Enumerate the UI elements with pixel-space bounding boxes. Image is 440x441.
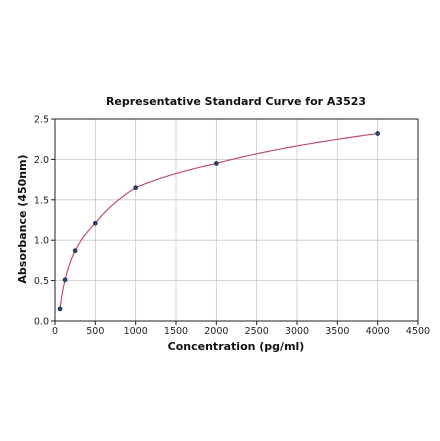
data-point [213,161,219,166]
x-tick-label: 500 [86,326,104,337]
data-point [72,248,78,254]
axis-ticks: 0 500 1000 1500 2000 2500 3000 3500 4000 4500 0.0 0… [34,115,430,338]
x-tick-label: 4000 [366,326,390,337]
x-tick-label: 3500 [325,326,349,337]
grid-lines [54,118,419,322]
y-tick-label: 1.5 [34,195,49,206]
y-tick-label: 2.0 [34,155,49,166]
y-tick-label: 1.0 [34,236,49,247]
data-point [92,220,98,226]
x-axis-label: Concentration (pg/ml) [168,340,305,353]
y-axis-label: Absorbance (450nm) [16,154,29,283]
plot-frame [54,118,419,322]
x-tick-label: 4500 [406,326,430,337]
x-tick-label: 1500 [164,326,188,337]
data-point [62,277,68,283]
fit-curve [59,132,378,309]
x-tick-label: 1000 [124,326,148,337]
chart-title: Representative Standard Curve for A3523 [106,95,366,108]
x-tick-label: 2000 [204,326,228,337]
fit-curve-layer [59,132,378,309]
x-tick-label: 2500 [245,326,269,337]
data-point [133,185,139,191]
data-points-layer [57,131,381,312]
y-tick-label: 0.0 [34,317,49,328]
data-point [375,131,381,136]
y-tick-label: 0.5 [34,276,49,287]
data-point [57,306,63,312]
y-tick-label: 2.5 [34,115,49,126]
x-tick-label: 3000 [285,326,309,337]
x-tick-label: 0 [52,326,58,337]
